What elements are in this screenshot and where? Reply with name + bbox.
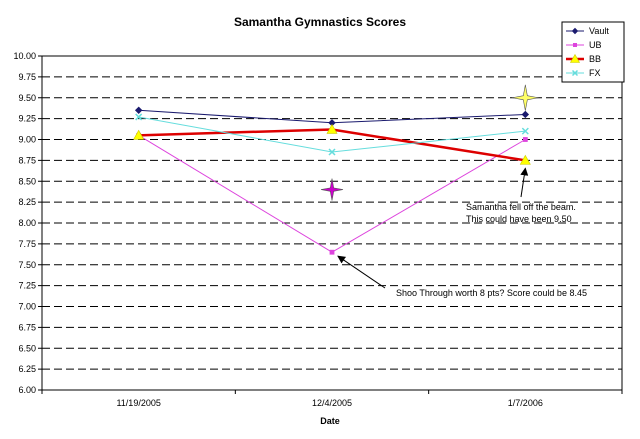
data-point [571, 69, 579, 77]
y-tick-label: 6.50 [18, 343, 36, 353]
chart-title: Samantha Gymnastics Scores [234, 15, 406, 29]
data-point [329, 249, 335, 255]
data-point [521, 110, 530, 119]
legend-label: BB [589, 54, 601, 64]
y-tick-label: 8.50 [18, 176, 36, 186]
legend-label: UB [589, 40, 602, 50]
annotation-arrow [337, 255, 386, 289]
data-point [573, 43, 577, 47]
y-tick-label: 7.25 [18, 281, 36, 291]
y-tick-label: 7.75 [18, 239, 36, 249]
annotations: Samantha fell off the beam. This could ha… [337, 167, 587, 298]
data-point [328, 148, 336, 156]
series-group [133, 106, 531, 255]
data-point [521, 127, 529, 135]
y-tick-label: 7.50 [18, 260, 36, 270]
legend-label: Vault [589, 26, 609, 36]
legend: Vault UB BB FX [561, 21, 625, 83]
y-tick-label: 7.00 [18, 302, 36, 312]
data-point [134, 106, 143, 114]
annotation-text: Samantha fell off the beam. [466, 202, 576, 212]
y-tick-label: 9.00 [18, 135, 36, 145]
y-axis-ticks: 6.00 6.25 6.50 6.75 7.00 7.25 7.50 7.75 8.00 8.25… [13, 51, 42, 395]
y-tick-label: 8.25 [18, 197, 36, 207]
data-point [522, 137, 528, 142]
x-axis-ticks: 11/19/2005 12/4/2005 1/7/2006 [41, 390, 623, 408]
data-point [519, 154, 531, 165]
y-tick-label: 8.75 [18, 155, 36, 165]
data-point [569, 53, 581, 63]
series-line-bb [138, 128, 526, 162]
data-point [326, 123, 338, 134]
annotation-text: Shoo Through worth 8 pts? Score could be… [396, 288, 587, 298]
y-tick-label: 9.25 [18, 114, 36, 124]
y-tick-label: 9.75 [18, 72, 36, 82]
y-tick-label: 9.50 [18, 93, 36, 103]
x-tick-label: 12/4/2005 [312, 398, 352, 408]
potential-score-star [320, 178, 344, 201]
legend-box [561, 21, 625, 83]
data-point [571, 27, 579, 35]
x-tick-label: 1/7/2006 [508, 398, 543, 408]
potential-score-markers [320, 84, 539, 201]
annotation-arrow [520, 167, 529, 198]
data-point [135, 113, 143, 121]
y-tick-label: 10.00 [13, 51, 36, 61]
legend-label: FX [589, 68, 601, 78]
y-tick-label: 6.25 [18, 364, 36, 374]
x-axis-label: Date [320, 416, 340, 426]
y-tick-label: 6.00 [18, 385, 36, 395]
y-tick-label: 8.00 [18, 218, 36, 228]
annotation-text: This could have been 9.50 [466, 214, 572, 224]
data-point [133, 129, 145, 140]
y-tick-label: 6.75 [18, 322, 36, 332]
x-tick-label: 11/19/2005 [116, 398, 160, 408]
potential-score-star [512, 84, 539, 111]
